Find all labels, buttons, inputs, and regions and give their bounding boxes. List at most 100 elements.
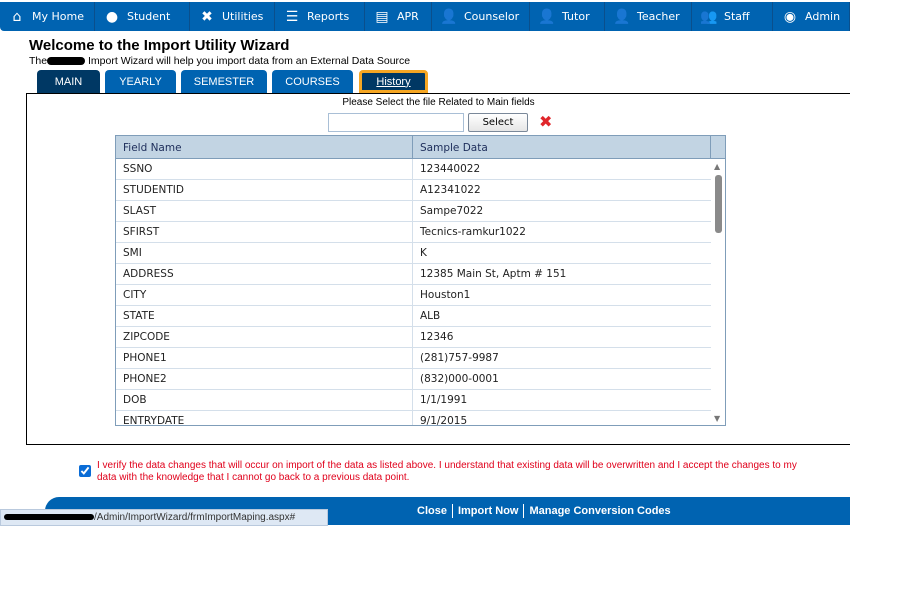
tab-yearly[interactable]: YEARLY [105,70,176,93]
table-row[interactable]: ADDRESS 12385 Main St, Aptm # 151 [116,264,725,285]
page-title: Welcome to the Import Utility Wizard [29,37,290,54]
redacted-text [47,57,86,66]
nav-admin[interactable]: ◉ Admin [773,2,850,31]
column-header-sample-data[interactable]: Sample Data [413,136,711,158]
close-link[interactable]: Close [417,505,447,517]
field-name-cell: SFIRST [116,222,413,242]
tab-main[interactable]: MAIN [37,70,100,93]
manage-conversion-codes-link[interactable]: Manage Conversion Codes [529,505,671,517]
nav-label: Counselor [464,10,520,23]
nav-label: APR [397,10,419,23]
reports-icon: ☰ [285,8,299,25]
scroll-thumb[interactable] [715,175,722,233]
redacted-host [4,514,94,521]
nav-counselor[interactable]: 👤 Counselor [432,2,530,31]
column-header-field-name[interactable]: Field Name [116,136,413,158]
table-row[interactable]: DOB 1/1/1991 [116,390,725,411]
field-name-cell: CITY [116,285,413,305]
sample-data-cell: Houston1 [420,289,471,301]
sample-data-cell: ALB [420,310,441,322]
table-row[interactable]: SMI K [116,243,725,264]
status-url-text: /Admin/ImportWizard/frmImportMaping.aspx… [94,512,296,523]
field-name-cell: PHONE1 [116,348,413,368]
table-row[interactable]: SFIRST Tecnics-ramkur1022 [116,222,725,243]
nav-apr[interactable]: ▤ APR [365,2,432,31]
field-name-cell: ENTRYDATE [116,411,413,425]
nav-label: Tutor [562,10,590,23]
subtitle-pre: The [29,55,48,67]
field-mapping-grid: Field Name Sample Data SSNO 123440022 STUD… [115,135,726,426]
field-name-cell: PHONE2 [116,369,413,389]
staff-icon: 👥 [700,8,718,25]
student-icon: ● [105,8,119,25]
nav-label: Utilities [222,10,264,23]
field-name-cell: DOB [116,390,413,410]
grid-scrollbar[interactable]: ▲ ▼ [711,159,725,425]
nav-my-home[interactable]: ⌂ My Home [0,2,95,31]
field-name-cell: STUDENTID [116,180,413,200]
tutor-icon: 👤 [538,8,556,25]
field-name-cell: SLAST [116,201,413,221]
apr-icon: ▤ [375,8,389,25]
verify-section: I verify the data changes that will occu… [79,460,817,484]
table-row[interactable]: SLAST Sampe7022 [116,201,725,222]
subtitle-post: Import Wizard will help you import data … [88,55,411,67]
verify-checkbox[interactable] [79,465,91,477]
sample-data-cell: 123440022 [420,163,481,175]
nav-utilities[interactable]: ✖ Utilities [190,2,275,31]
tab-courses[interactable]: COURSES [272,70,353,93]
file-path-input[interactable] [328,113,464,132]
scroll-down-icon[interactable]: ▼ [714,414,721,423]
field-name-cell: SMI [116,243,413,263]
nav-tutor[interactable]: 👤 Tutor [530,2,605,31]
nav-label: Teacher [637,10,680,23]
scroll-up-icon[interactable]: ▲ [714,162,721,171]
tab-semester[interactable]: SEMESTER [181,70,267,93]
page-subtitle: The Import Wizard will help you import d… [29,55,410,67]
verify-text: I verify the data changes that will occu… [97,460,797,483]
nav-label: Staff [724,10,750,23]
home-icon: ⌂ [12,8,22,25]
table-row[interactable]: STUDENTID A12341022 [116,180,725,201]
file-prompt: Please Select the file Related to Main f… [342,97,535,108]
sample-data-cell: K [420,247,427,259]
nav-staff[interactable]: 👥 Staff [692,2,773,31]
main-panel: Please Select the file Related to Main f… [26,93,850,445]
field-name-cell: SSNO [116,159,413,179]
select-file-button[interactable]: Select [468,113,528,132]
table-row[interactable]: CITY Houston1 [116,285,725,306]
sample-data-cell: 9/1/2015 [420,415,468,426]
nav-label: Student [127,10,171,23]
field-name-cell: ADDRESS [116,264,413,284]
sample-data-cell: (832)000-0001 [420,373,499,385]
nav-label: Reports [307,10,350,23]
table-row[interactable]: STATE ALB [116,306,725,327]
table-row[interactable]: PHONE1 (281)757-9987 [116,348,725,369]
nav-label: Admin [805,10,841,23]
nav-teacher[interactable]: 👤 Teacher [605,2,692,31]
table-row[interactable]: ENTRYDATE 9/1/2015 [116,411,725,426]
top-nav: ⌂ My Home ● Student ✖ Utilities ☰ Reports ▤ APR 👤 C… [0,2,850,31]
tab-history[interactable]: History [359,70,428,93]
field-name-cell: STATE [116,306,413,326]
sample-data-cell: Sampe7022 [420,205,484,217]
status-bar-url: /Admin/ImportWizard/frmImportMaping.aspx… [0,509,328,526]
import-now-link[interactable]: Import Now [457,505,519,517]
clear-file-icon[interactable]: ✖ [539,112,553,131]
teacher-icon: 👤 [613,8,631,25]
nav-student[interactable]: ● Student [95,2,190,31]
sample-data-cell: (281)757-9987 [420,352,499,364]
admin-icon: ◉ [783,8,797,25]
table-row[interactable]: SSNO 123440022 [116,159,725,180]
nav-reports[interactable]: ☰ Reports [275,2,365,31]
field-name-cell: ZIPCODE [116,327,413,347]
grid-header: Field Name Sample Data [116,136,725,159]
nav-label: My Home [32,10,84,23]
table-row[interactable]: ZIPCODE 12346 [116,327,725,348]
sample-data-cell: 1/1/1991 [420,394,468,406]
sample-data-cell: Tecnics-ramkur1022 [420,226,526,238]
table-row[interactable]: PHONE2 (832)000-0001 [116,369,725,390]
sample-data-cell: 12385 Main St, Aptm # 151 [420,268,567,280]
sample-data-cell: A12341022 [420,184,481,196]
tools-icon: ✖ [201,8,213,25]
